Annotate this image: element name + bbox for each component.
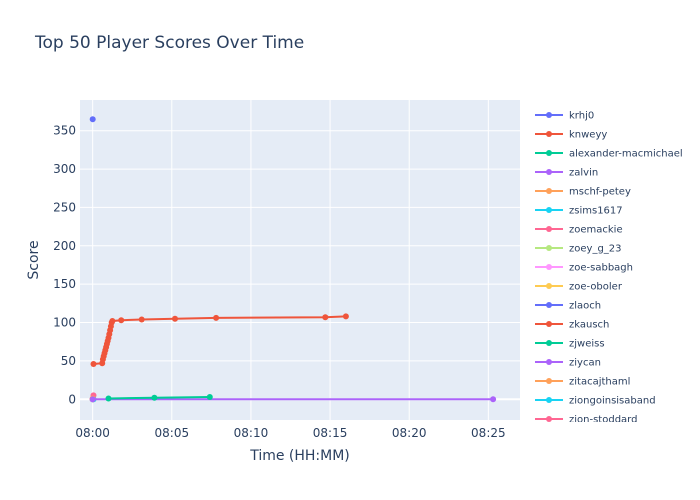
- x-tick-label: 08:20: [392, 426, 427, 440]
- legend-label: mschf-petey: [569, 187, 631, 198]
- x-tick-label: 08:25: [471, 426, 506, 440]
- legend-label: zkausch: [569, 320, 609, 331]
- legend-item[interactable]: zlaoch: [535, 301, 601, 312]
- legend-item[interactable]: zsims1617: [535, 206, 623, 217]
- x-axis-title: Time (HH:MM): [249, 448, 350, 464]
- legend-item[interactable]: zoemackie: [535, 225, 623, 236]
- legend-swatch-marker: [546, 131, 552, 137]
- legend-item[interactable]: ziongoinsisaband: [535, 396, 656, 407]
- series-group: [89, 116, 497, 403]
- series-alexander-macmichael: [105, 394, 213, 402]
- legend-swatch-marker: [546, 245, 552, 251]
- y-tick-label: 150: [53, 277, 76, 291]
- legend-swatch-marker: [546, 150, 552, 156]
- legend: krhj0 knweyy alexander-macmichael zalvin msc…: [535, 111, 683, 426]
- legend-label: knweyy: [569, 130, 607, 141]
- legend-label: zoemackie: [569, 225, 623, 236]
- legend-swatch-marker: [546, 188, 552, 194]
- legend-swatch-marker: [546, 302, 552, 308]
- data-point: [138, 316, 145, 323]
- legend-label: zjweiss: [569, 339, 605, 350]
- y-tick-label: 0: [68, 392, 76, 406]
- legend-item[interactable]: zoey_g_23: [535, 244, 622, 255]
- data-point: [490, 396, 497, 403]
- data-point: [213, 314, 220, 321]
- data-point: [89, 116, 96, 123]
- legend-swatch-marker: [546, 207, 552, 213]
- legend-label: zalvin: [569, 168, 598, 179]
- legend-swatch-marker: [546, 283, 552, 289]
- legend-label: alexander-macmichael: [569, 149, 683, 160]
- y-tick-label: 300: [53, 162, 76, 176]
- series-zalvin: [89, 396, 497, 403]
- chart-title: Top 50 Player Scores Over Time: [35, 33, 305, 53]
- legend-label: ziycan: [569, 358, 601, 369]
- plot-area: [80, 100, 520, 420]
- data-point: [109, 318, 116, 324]
- legend-label: zlaoch: [569, 301, 601, 312]
- data-point: [151, 394, 158, 401]
- y-tick-label: 350: [53, 124, 76, 138]
- legend-item[interactable]: ziycan: [535, 358, 601, 369]
- x-tick-label: 08:10: [234, 426, 269, 440]
- y-tick-label: 200: [53, 239, 76, 253]
- x-tick-label: 08:05: [155, 426, 190, 440]
- legend-swatch-marker: [546, 169, 552, 175]
- legend-item[interactable]: zitacajthaml: [535, 377, 630, 388]
- x-tick-label: 08:15: [313, 426, 348, 440]
- data-point: [118, 317, 125, 324]
- data-point: [90, 361, 97, 367]
- legend-item[interactable]: mschf-petey: [535, 187, 631, 198]
- legend-label: zitacajthaml: [569, 377, 630, 388]
- legend-label: zoey_g_23: [569, 244, 622, 255]
- y-tick-label: 250: [53, 200, 76, 214]
- data-point: [105, 395, 112, 402]
- legend-item[interactable]: zjweiss: [535, 339, 605, 350]
- y-tick-label: 50: [61, 354, 76, 368]
- legend-swatch-marker: [546, 264, 552, 270]
- legend-item[interactable]: zoe-sabbagh: [535, 263, 633, 274]
- data-point: [89, 396, 96, 403]
- legend-swatch-marker: [546, 226, 552, 232]
- legend-swatch-marker: [546, 340, 552, 346]
- legend-label: zion-stoddard: [569, 415, 637, 426]
- legend-item[interactable]: krhj0: [535, 111, 594, 122]
- y-axis-title: Score: [26, 240, 42, 279]
- legend-item[interactable]: zkausch: [535, 320, 609, 331]
- legend-swatch-marker: [546, 112, 552, 118]
- legend-label: zsims1617: [569, 206, 623, 217]
- legend-item[interactable]: zoe-oboler: [535, 282, 623, 293]
- data-point: [206, 394, 213, 400]
- x-tick-label: 08:00: [75, 426, 110, 440]
- legend-item[interactable]: zion-stoddard: [535, 415, 637, 426]
- legend-swatch-marker: [546, 416, 552, 422]
- legend-label: krhj0: [569, 111, 594, 122]
- data-point: [342, 313, 349, 320]
- legend-label: zoe-sabbagh: [569, 263, 633, 274]
- legend-item[interactable]: knweyy: [535, 130, 607, 141]
- y-tick-label: 100: [53, 316, 76, 330]
- legend-swatch-marker: [546, 359, 552, 365]
- legend-item[interactable]: alexander-macmichael: [535, 149, 683, 160]
- legend-swatch-marker: [546, 321, 552, 327]
- data-point: [172, 315, 178, 322]
- series-krhj0: [89, 116, 96, 123]
- legend-swatch-marker: [546, 378, 552, 384]
- legend-swatch-marker: [546, 397, 552, 403]
- series-knweyy: [90, 313, 349, 367]
- data-point: [322, 314, 329, 321]
- legend-label: zoe-oboler: [569, 282, 623, 293]
- legend-item[interactable]: zalvin: [535, 168, 598, 179]
- legend-label: ziongoinsisaband: [569, 396, 656, 407]
